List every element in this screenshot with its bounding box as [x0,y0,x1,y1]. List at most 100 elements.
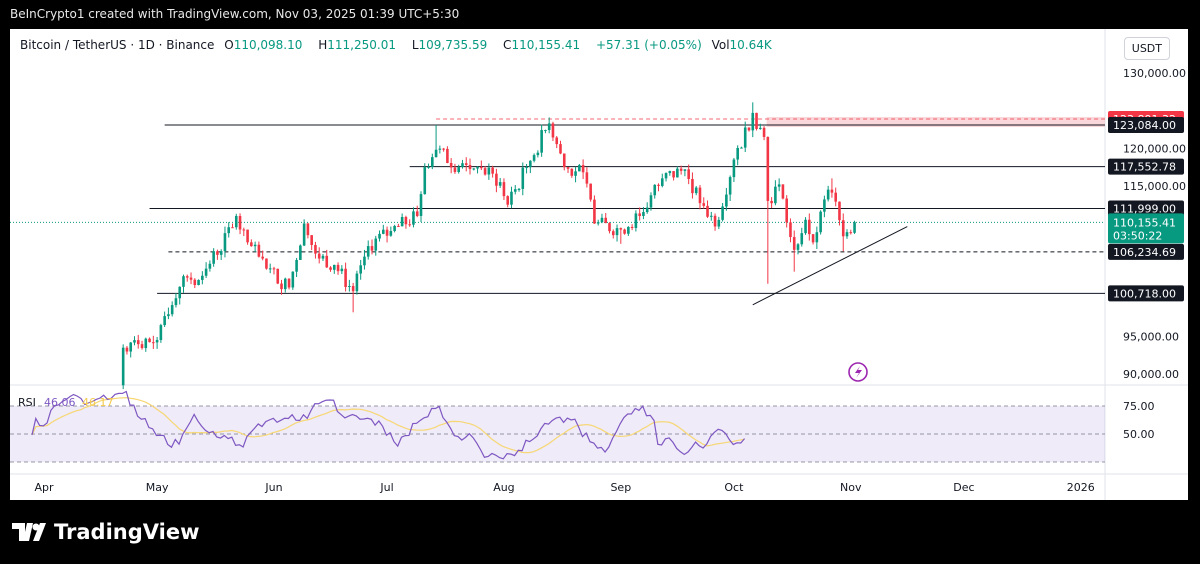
price-chart[interactable]: 130,000.00 120,000.00 115,000.00 95,000.00 9… [10,29,1188,500]
trendline [752,226,908,306]
candle-body [314,244,317,254]
candle-body [804,219,807,234]
last-price-bg [1108,213,1184,244]
candle-body [253,244,257,247]
candle-body [378,233,381,239]
candle-body [668,171,672,174]
candle-body [133,340,136,343]
candle-body [363,256,366,266]
candle-body [472,168,476,170]
candle-body [664,173,668,179]
logo-text: TradingView [54,520,200,544]
y-tick-label: 120,000.00 [1123,142,1186,155]
candle-body [823,199,826,212]
x-tick-label: Jun [264,481,282,494]
candle-body [261,256,264,259]
resistance-zone [766,116,1105,128]
lightning-icon [848,362,868,382]
candle-body [231,227,234,229]
candle-body [683,169,687,171]
candle-body [238,215,242,230]
price-label: 100,718.00 [1113,287,1176,300]
symbol-name[interactable]: Bitcoin / TetherUS · 1D · Binance [20,38,215,52]
currency-button[interactable]: USDT [1123,37,1170,60]
candle-body [306,223,310,236]
candle-body [766,136,770,201]
candle-body [853,222,856,233]
candle-body [287,278,291,288]
candle-body [796,244,800,250]
candle-body [679,168,683,171]
candle-body [638,213,641,216]
candle-body [212,251,215,264]
candle-body [163,316,166,326]
x-tick-label: 2026 [1067,481,1095,494]
candle-body [709,215,713,217]
tradingview-logo: TradingView [12,520,199,544]
candle-body [800,233,804,245]
candle-body [423,167,427,195]
open-value: 110,098.10 [233,38,303,52]
candle-body [216,251,219,255]
candle-body [849,232,853,234]
candle-body [495,173,498,186]
candle-body [702,203,706,206]
lightning-bolt [855,366,862,378]
x-tick-label: Sep [610,481,631,494]
candle-body [121,347,125,386]
candle-body [487,167,491,175]
low-label: L [411,38,419,52]
rsi-axis-label: 75.00 [1123,400,1155,413]
candle-body [295,259,298,272]
candle-body [536,152,540,156]
candle-body [491,167,494,174]
high-value: 111,250.01 [327,38,396,52]
candle-body [627,226,630,234]
candle-body [208,263,212,269]
candle-body [219,251,223,255]
close-label: C [503,38,512,52]
candle-body [174,298,178,306]
candle-body [713,215,717,227]
candle-body [280,283,283,290]
candle-body [272,268,276,270]
candle-body [706,205,709,217]
candle-body [242,229,246,231]
candle-body [393,225,396,232]
candle-body [755,112,758,129]
candle-body [412,211,415,225]
candle-body [691,178,694,194]
candle-body [223,233,227,252]
candle-body [781,184,785,199]
candle-body [431,157,434,167]
x-tick-label: Aug [493,481,514,494]
rsi-ma-value: 46.17 [82,396,114,409]
candle-body [736,147,739,160]
chart-panel[interactable]: 130,000.00 120,000.00 115,000.00 95,000.00 9… [10,29,1188,500]
candle-body [408,224,411,226]
lightning-circle [848,362,868,382]
candle-body [747,127,751,131]
candle-body [155,340,159,343]
candle-body [400,216,404,227]
candle-body [596,222,600,224]
candle-body [197,279,200,286]
candle-body [792,237,796,250]
candle-body [593,199,596,224]
candle-body [672,171,675,178]
candle-body [740,147,743,149]
price-label-bg [1108,158,1184,175]
change-value: +57.31 (+0.05%) [595,38,702,52]
open-label: O [224,38,234,52]
candle-body [351,285,355,292]
candle-body [332,264,336,270]
candle-body [589,183,592,200]
candle-body [502,182,506,197]
candle-body [480,167,483,169]
candle-body [581,165,585,173]
candle-body [653,184,657,196]
price-label-bg [1108,200,1184,217]
candle-body [283,278,287,290]
candle-body [559,144,562,154]
candle-body [725,194,728,207]
